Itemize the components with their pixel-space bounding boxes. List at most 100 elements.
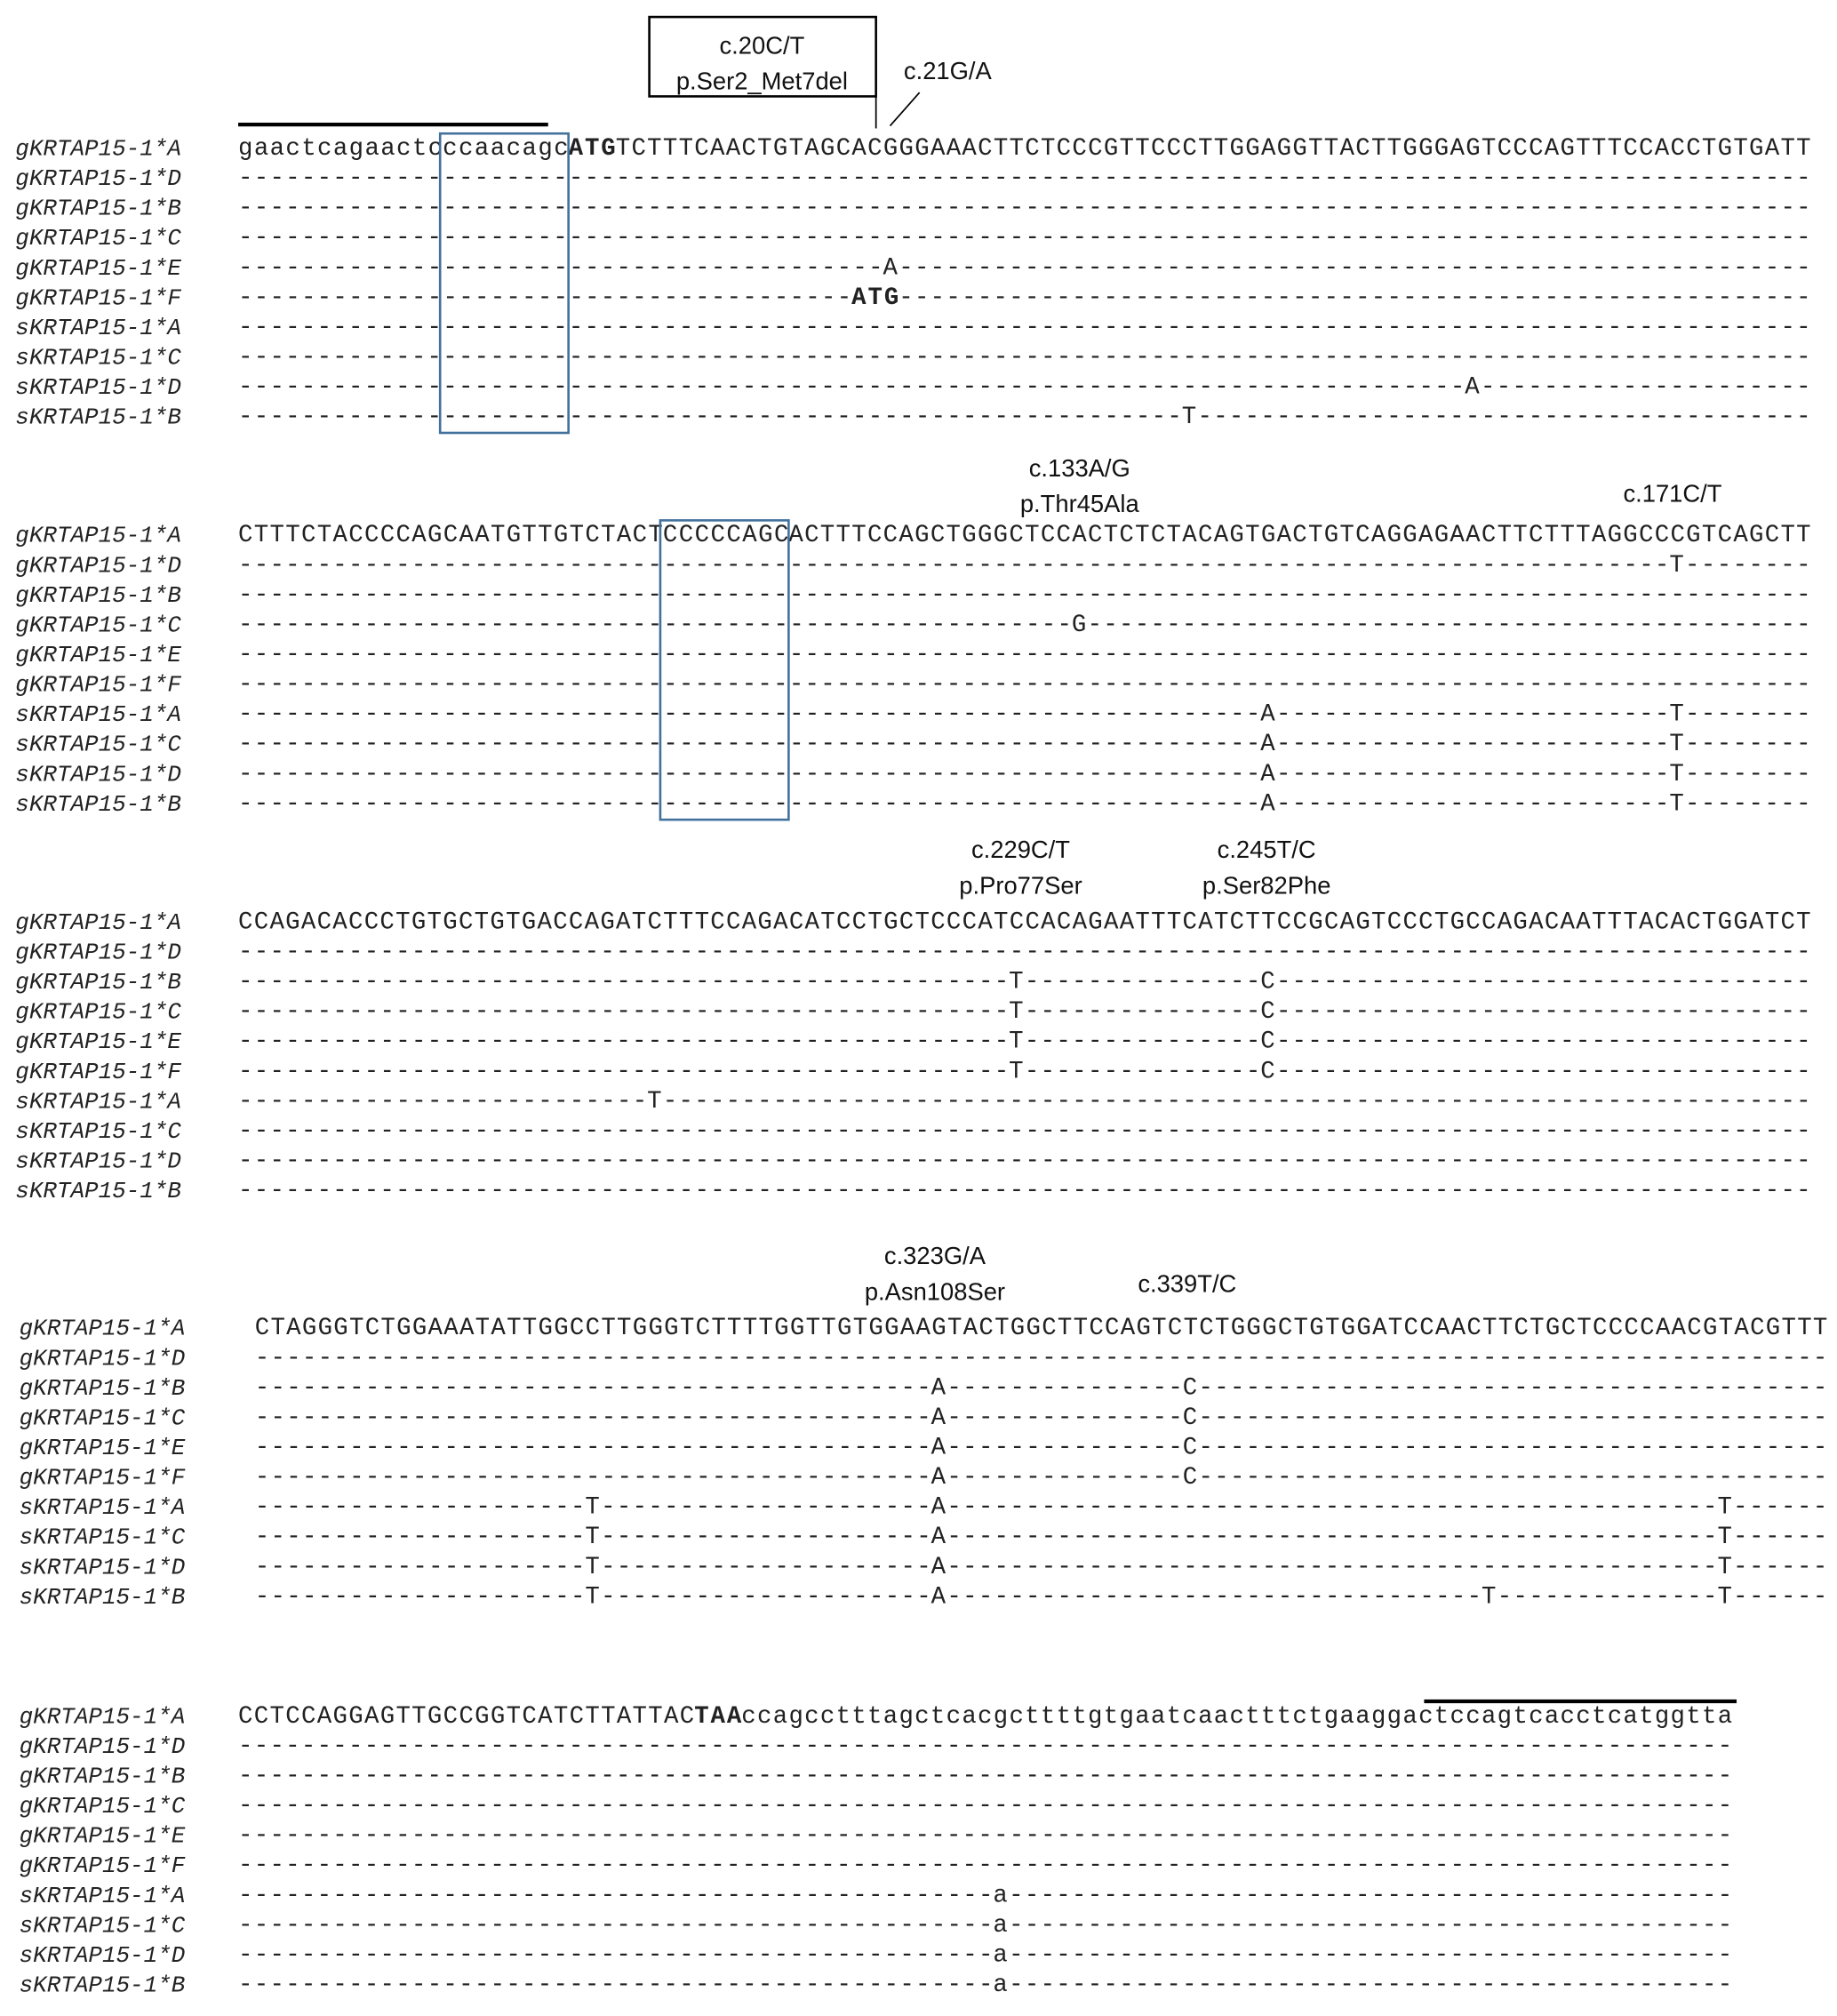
sequence-segment: ----------------------------------------…: [238, 969, 1009, 996]
row-label: sKRTAP15-1*D: [15, 761, 181, 788]
sequence-segment: ----------------------------------------…: [238, 641, 1811, 668]
row-label: gKRTAP15-1*F: [20, 1465, 186, 1492]
row-label: gKRTAP15-1*A: [20, 1316, 186, 1342]
sequence-segment: ---------------: [1025, 1058, 1260, 1085]
sequence-segment: ---------------------: [601, 1494, 931, 1522]
sequence-segment: ----------------------------------------…: [255, 1404, 931, 1432]
row-label: gKRTAP15-1*E: [15, 642, 181, 668]
sequence-segment: C: [1183, 1404, 1197, 1432]
row-label: gKRTAP15-1*F: [15, 1059, 181, 1085]
sequence-segment: T: [1482, 1583, 1496, 1611]
row-label: gKRTAP15-1*D: [15, 552, 181, 579]
sequence-segment: ----------------------------------------…: [238, 254, 883, 282]
sequence-segment: T: [1669, 552, 1683, 580]
sequence-segment: ----------------------------------------…: [238, 701, 1260, 729]
annotation-leader: [889, 92, 921, 127]
sequence-segment: T: [1717, 1554, 1731, 1581]
sequence-segment: G: [1072, 612, 1086, 639]
sequence-segment: ------: [1733, 1583, 1827, 1611]
sequence-segment: CCCCCAGC: [663, 522, 789, 549]
bold-segment: ATG: [569, 135, 616, 163]
sequence-segment: T: [585, 1554, 599, 1581]
sequence-segment: ----------------------------------: [1276, 998, 1811, 1026]
row-label: sKRTAP15-1*A: [15, 701, 181, 728]
sequence-segment: --------: [1685, 552, 1811, 580]
sequence-segment: a: [993, 1972, 1007, 1999]
sequence-segment: ccagcctttagctcacgcttttgtgaatcaactttctgaa…: [741, 1703, 1732, 1731]
row-label: sKRTAP15-1*B: [15, 404, 181, 431]
row-label: gKRTAP15-1*A: [15, 523, 181, 549]
sequence-segment: ----------------------------------------…: [238, 1941, 993, 1969]
annotation: c.245T/C: [1218, 836, 1316, 863]
sequence-segment: ----------------------------------------…: [663, 1088, 1811, 1116]
sequence-segment: C: [1183, 1374, 1197, 1402]
annotation-box: [648, 15, 877, 98]
sequence-segment: A: [931, 1434, 946, 1461]
sequence-segment: ---------------------: [255, 1554, 586, 1581]
annotation: c.229C/T: [971, 836, 1070, 863]
sequence-segment: ----------------------------------------…: [238, 1793, 1732, 1820]
sequence-segment: ----------------------------------------…: [255, 1434, 931, 1461]
sequence-segment: ----------------------------------------: [1199, 1404, 1828, 1432]
sequence-segment: ---------------: [1025, 969, 1260, 996]
sequence-segment: a: [993, 1912, 1007, 1940]
sequence-segment: ACTTTCCAGCTGGGCTCCACTCTCTACAGTGACTGTCAGG…: [788, 522, 1810, 549]
sequence-segment: ---------------------: [601, 1583, 931, 1611]
sequence-segment: ---------------------------------------: [1197, 404, 1810, 431]
row-label: gKRTAP15-1*C: [15, 225, 181, 252]
sequence-segment: ----------------------------------------…: [946, 1554, 1717, 1581]
row-label: sKRTAP15-1*A: [20, 1883, 186, 1909]
sequence-segment: --------: [1685, 761, 1811, 788]
row-label: sKRTAP15-1*B: [20, 1972, 186, 1998]
sequence-segment: ----------------------------------------…: [238, 1058, 1009, 1085]
sequence-segment: C: [1183, 1464, 1197, 1492]
annotation: c.323G/A: [884, 1242, 986, 1269]
sequence-segment: ----------------------------------------: [1199, 1374, 1828, 1402]
sequence-segment: --------: [1685, 790, 1811, 818]
sequence-segment: T: [647, 1088, 661, 1116]
sequence-segment: ------: [1733, 1554, 1827, 1581]
sequence-segment: A: [931, 1464, 946, 1492]
row-label: gKRTAP15-1*B: [15, 196, 181, 222]
sequence-segment: ----------------------------------------…: [255, 1464, 931, 1492]
sequence-segment: T: [1009, 998, 1023, 1026]
row-label: sKRTAP15-1*C: [15, 1118, 181, 1145]
sequence-segment: ---------------------: [601, 1524, 931, 1551]
row-label: sKRTAP15-1*D: [20, 1942, 186, 1969]
bold-segment: ATG: [851, 284, 899, 312]
sequence-segment: ----------------------------------------…: [238, 1822, 1732, 1850]
sequence-segment: ----------------------------------------…: [899, 284, 1810, 312]
annotation: p.Ser82Phe: [1202, 872, 1331, 900]
sequence-segment: ---------------------: [601, 1554, 931, 1581]
sequence-segment: T: [585, 1494, 599, 1522]
annotation: p.Ser2_Met7del: [676, 68, 848, 95]
sequence-segment: ------: [1733, 1494, 1827, 1522]
sequence-segment: ----------------------------------------: [1199, 1434, 1828, 1461]
sequence-segment: ----------------------------------------…: [238, 1178, 1811, 1205]
annotation: c.21G/A: [904, 57, 993, 84]
row-label: gKRTAP15-1*C: [20, 1793, 186, 1820]
row-label: gKRTAP15-1*D: [15, 165, 181, 192]
sequence-segment: A: [931, 1404, 946, 1432]
row-label: sKRTAP15-1*A: [20, 1494, 186, 1521]
sequence-segment: C: [1260, 1058, 1274, 1085]
sequence-segment: ---------------: [946, 1434, 1182, 1461]
sequence-segment: --------: [1685, 731, 1811, 758]
sequence-segment: ----------------------------------------…: [238, 1763, 1732, 1790]
row-label: gKRTAP15-1*D: [15, 939, 181, 965]
sequence-segment: ---------------------------------------: [238, 284, 851, 312]
sequence-segment: ---------------: [1025, 998, 1260, 1026]
annotation: c.133A/G: [1029, 454, 1130, 482]
sequence-segment: ----------------------------------------…: [1009, 1912, 1732, 1940]
sequence-segment: ----------------------------------------…: [238, 1912, 993, 1940]
sequence-segment: ----------------------------------------…: [238, 225, 1811, 252]
sequence-segment: ----------------------------------------…: [238, 404, 1182, 431]
sequence-segment: A: [1260, 761, 1275, 788]
sequence-segment: --------: [1685, 701, 1811, 729]
sequence-segment: T: [1182, 404, 1196, 431]
sequence-segment: A: [883, 254, 899, 282]
row-label: gKRTAP15-1*C: [15, 999, 181, 1026]
row-label: gKRTAP15-1*B: [15, 582, 181, 609]
sequence-segment: CCAGACACCCTGTGCTGTGACCAGATCTTTCCAGACATCC…: [238, 908, 1811, 936]
sequence-segment: ---------------------: [255, 1524, 586, 1551]
